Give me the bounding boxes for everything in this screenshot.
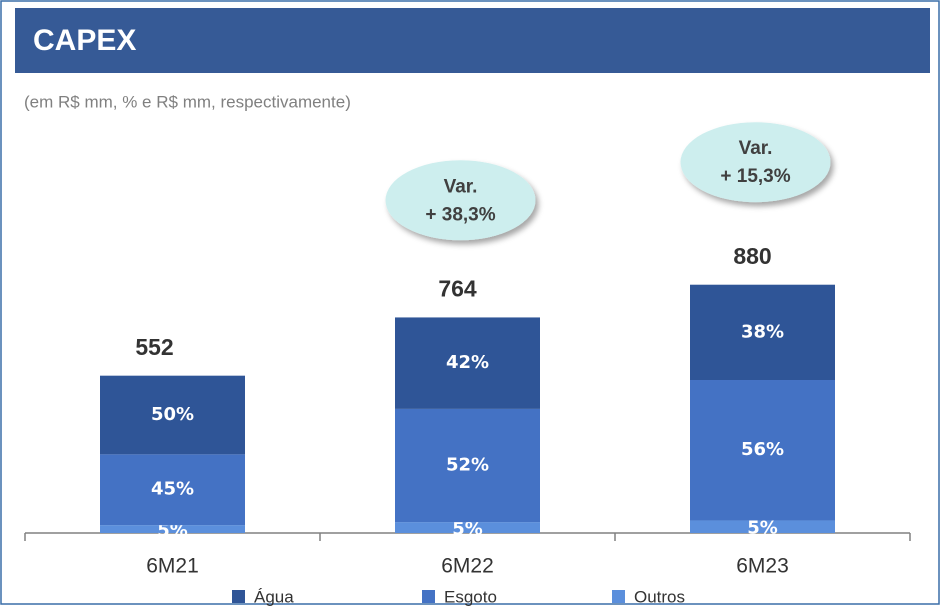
annotation-text: + 38,3% xyxy=(425,204,495,225)
annotation-text: Var. xyxy=(739,138,773,159)
segment-label: 5% xyxy=(747,518,778,539)
legend-swatch xyxy=(232,590,245,603)
annotation-bubble xyxy=(680,122,831,203)
x-tick-label: 6M23 xyxy=(736,555,789,578)
bar-segment xyxy=(690,284,835,381)
bar-segment xyxy=(690,520,835,533)
chart-title: CAPEX xyxy=(33,24,136,57)
x-tick-label: 6M22 xyxy=(441,555,494,578)
total-label: 552 xyxy=(135,334,173,360)
bar-segment xyxy=(100,525,245,533)
annotation-text: + 15,3% xyxy=(720,166,790,187)
segment-label: 42% xyxy=(446,352,489,373)
legend-swatch xyxy=(612,590,625,603)
legend-label: Esgoto xyxy=(444,587,497,606)
bar-segment xyxy=(395,408,540,523)
segment-label: 5% xyxy=(157,520,188,541)
legend-label: Água xyxy=(254,587,294,606)
legend-swatch xyxy=(422,590,435,603)
annotation-text: Var. xyxy=(444,176,478,197)
segment-label: 38% xyxy=(741,321,784,342)
segment-label: 56% xyxy=(741,439,784,460)
subtitle: (em R$ mm, % e R$ mm, respectivamente) xyxy=(24,92,351,111)
title-bar xyxy=(15,8,930,73)
segment-label: 45% xyxy=(151,479,194,500)
bar-segment xyxy=(100,454,245,526)
segment-label: 50% xyxy=(151,404,194,425)
bar-segment xyxy=(100,375,245,455)
legend-label: Outros xyxy=(634,587,685,606)
annotation-bubble xyxy=(385,160,536,241)
segment-label: 5% xyxy=(452,519,483,540)
segment-label: 52% xyxy=(446,455,489,476)
x-tick-label: 6M21 xyxy=(146,555,199,578)
total-label: 764 xyxy=(438,276,477,302)
bar-segment xyxy=(395,522,540,533)
bar-segment xyxy=(395,317,540,409)
bar-segment xyxy=(690,380,835,521)
total-label: 880 xyxy=(733,243,771,269)
